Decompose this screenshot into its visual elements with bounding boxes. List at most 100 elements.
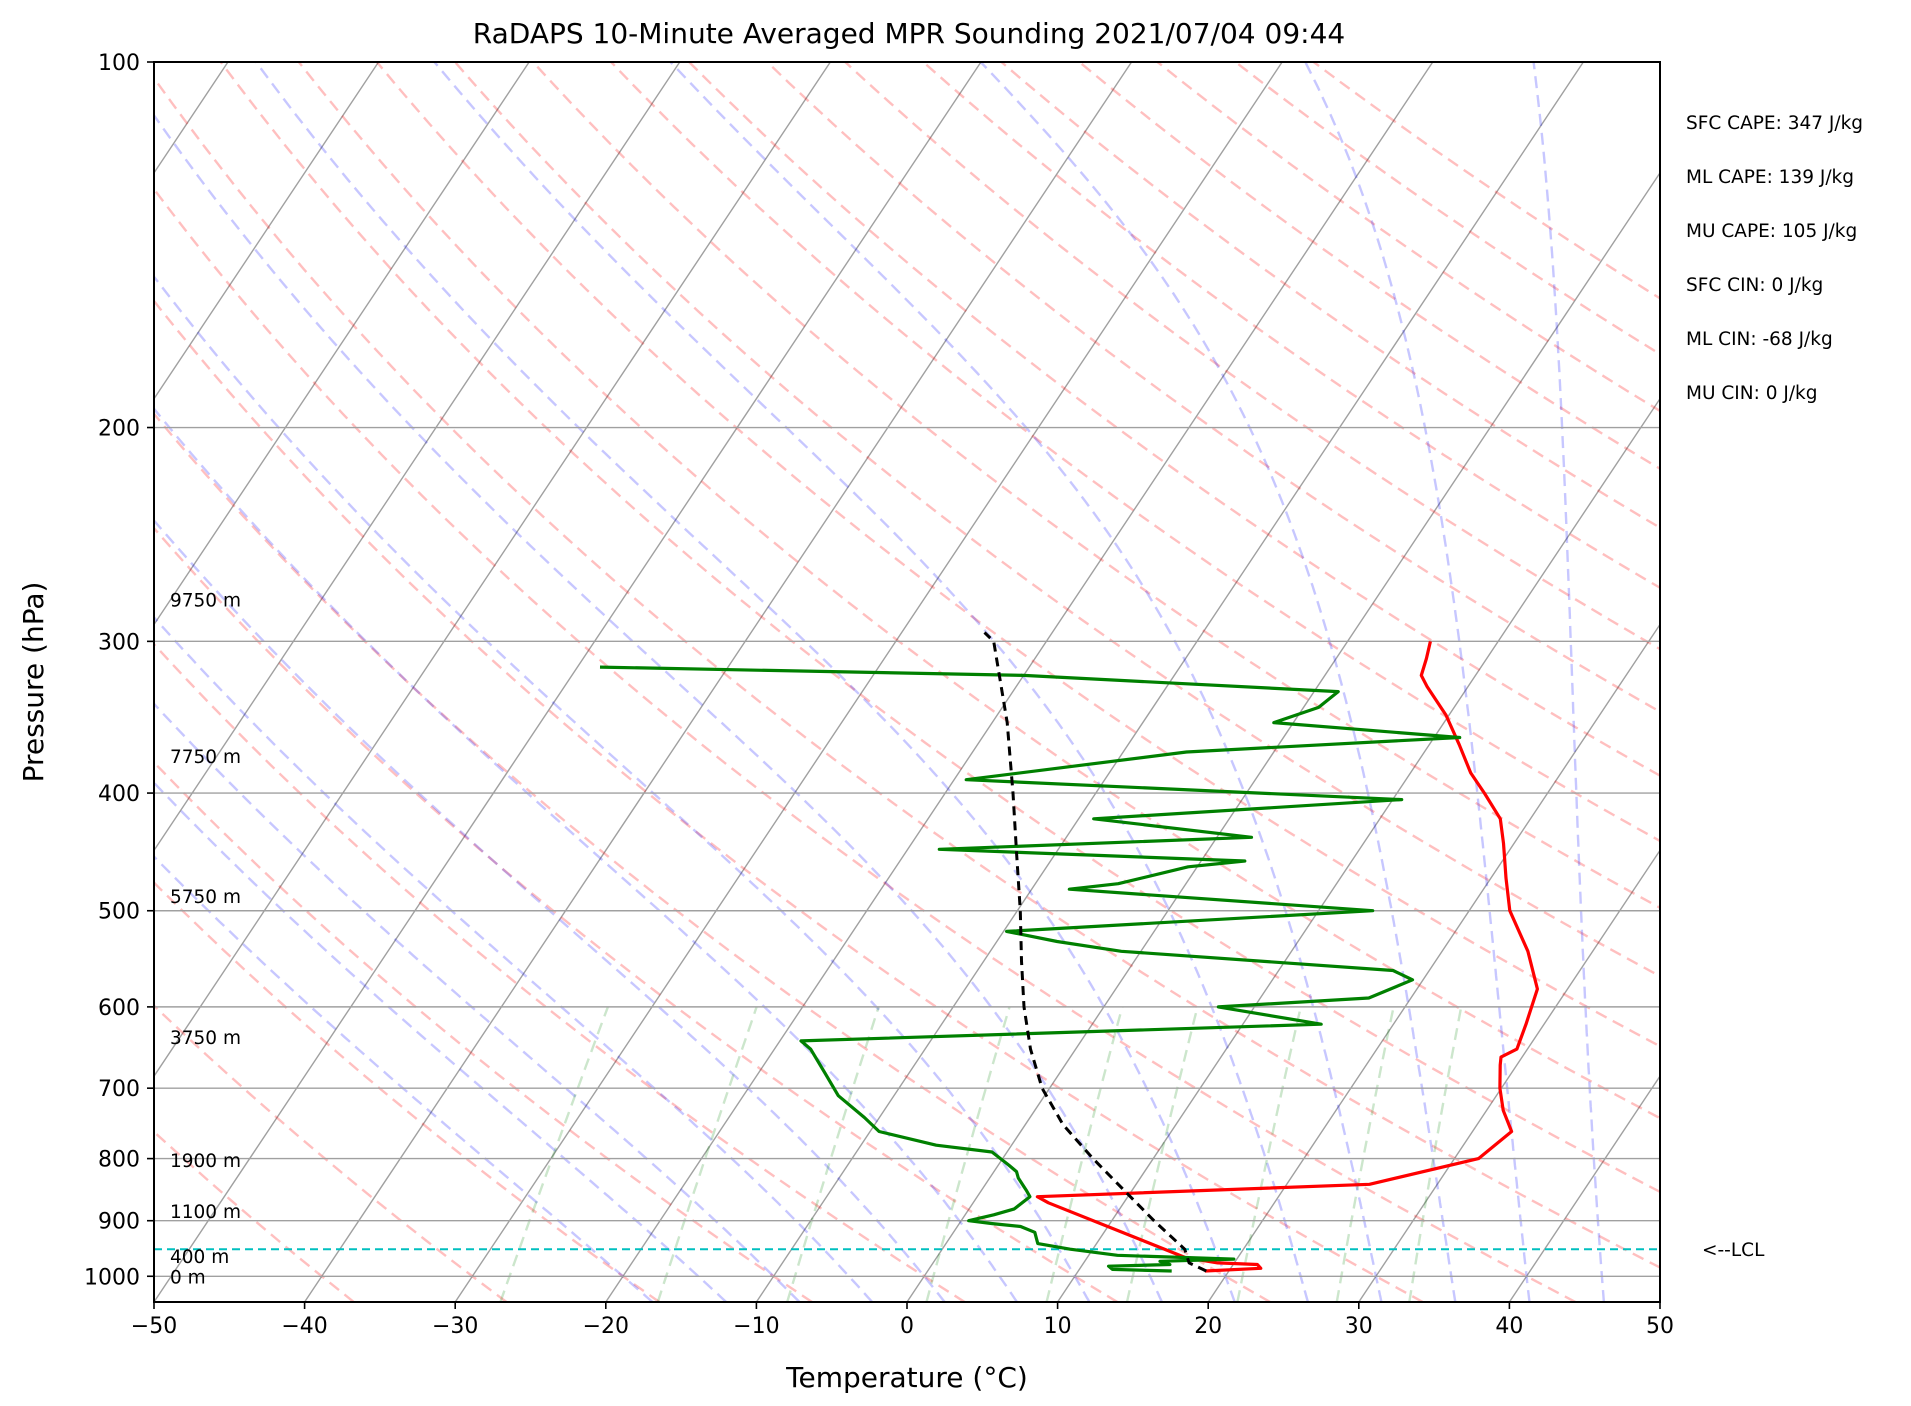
moist-adiabat-line [669, 62, 1383, 1302]
dry-adiabat-line [610, 62, 1660, 843]
dry-adiabat-line [154, 880, 660, 1302]
dry-adiabat-line [766, 62, 1660, 714]
y-tick-label: 600 [98, 996, 140, 1021]
background-lines [154, 62, 1911, 1302]
stat-label: MU CAPE: 105 J/kg [1686, 221, 1857, 242]
moist-adiabat-line [1532, 62, 1606, 1302]
lcl-label: <--LCL [1702, 1240, 1765, 1261]
x-tick-label: 0 [900, 1314, 914, 1339]
x-tick-label: −10 [733, 1314, 779, 1339]
y-tick-label: 700 [98, 1077, 140, 1102]
moist-adiabat-line [433, 62, 1310, 1302]
y-axis-ticks: 100 200 300 400 500 600 700 800 900 1000 [84, 51, 154, 1290]
mixing-ratio-line [786, 1006, 880, 1302]
isotherm-line [304, 62, 1133, 1302]
isotherm-line [906, 171, 1660, 1302]
dry-adiabat-line [154, 1130, 355, 1302]
stability-stats: SFC CAPE: 347 J/kg ML CAPE: 139 J/kg MU CA… [1686, 113, 1863, 404]
dry-adiabat-line [688, 62, 1660, 778]
stat-label: SFC CIN: 0 J/kg [1686, 275, 1823, 296]
moist-adiabat-line [979, 62, 1457, 1302]
x-axis-label: Temperature (°C) [785, 1361, 1028, 1394]
isotherm-line [1207, 623, 1660, 1302]
isotherm-line [1659, 1300, 1660, 1302]
isotherm-line [454, 62, 1283, 1302]
isobar-lines [154, 62, 1660, 1277]
y-tick-label: 800 [98, 1148, 140, 1173]
x-tick-label: −30 [432, 1314, 478, 1339]
isotherm-line [1057, 397, 1660, 1302]
isotherm-line [1508, 1074, 1660, 1302]
y-tick-label: 900 [98, 1210, 140, 1235]
dry-adiabat-line [219, 62, 1660, 1194]
moist-adiabat-line [154, 854, 654, 1302]
isotherm-line [154, 62, 681, 852]
dry-adiabat-line [1312, 62, 1660, 300]
moist-adiabat-line [154, 518, 946, 1302]
dry-adiabat-line [1156, 62, 1660, 413]
x-tick-label: −20 [583, 1314, 629, 1339]
mixing-ratio-line [1125, 1006, 1199, 1302]
dry-adiabat-line [154, 412, 1271, 1302]
x-tick-label: −40 [281, 1314, 327, 1339]
dry-adiabat-line [154, 1004, 508, 1302]
x-tick-label: −50 [131, 1314, 177, 1339]
stat-label: MU CIN: 0 J/kg [1686, 383, 1818, 404]
moist-adiabat-line [154, 781, 728, 1302]
moist-adiabat-line [154, 615, 874, 1302]
parcel-line [983, 631, 1207, 1273]
sounding-lines [599, 631, 1539, 1273]
moist-adiabat-line [255, 62, 1236, 1302]
temperature-line [1035, 641, 1539, 1273]
dry-adiabat-line [154, 642, 966, 1302]
x-tick-label: 30 [1345, 1314, 1373, 1339]
x-tick-label: 20 [1194, 1314, 1222, 1339]
isotherm-line [1811, 62, 1911, 1302]
moist-adiabat-line [154, 702, 801, 1302]
isotherm-line [605, 62, 1434, 1302]
stat-label: ML CIN: -68 J/kg [1686, 329, 1833, 350]
x-tick-label: 10 [1044, 1314, 1072, 1339]
dry-adiabat-line [154, 75, 1660, 1269]
height-label: 400 m [170, 1247, 229, 1268]
moist-adiabat-line [1304, 62, 1531, 1302]
chart-title: RaDAPS 10-Minute Averaged MPR Sounding 2… [473, 17, 1345, 50]
isotherm-line [154, 62, 380, 400]
isotherm-line [1358, 849, 1660, 1302]
dry-adiabat-line [154, 299, 1424, 1302]
height-label: 9750 m [170, 590, 241, 611]
isotherm-line [154, 62, 530, 626]
dry-adiabat-line [154, 526, 1119, 1302]
y-tick-label: 500 [98, 900, 140, 925]
y-tick-label: 300 [98, 630, 140, 655]
y-axis-label: Pressure (hPa) [17, 582, 50, 783]
stat-label: SFC CAPE: 347 J/kg [1686, 113, 1863, 134]
x-axis-ticks: −50 −40 −30 −20 −10 0 10 20 30 40 50 [131, 1302, 1674, 1339]
mixing-ratio-line [925, 1006, 1011, 1302]
dry-adiabat-line [297, 62, 1660, 1120]
height-label: 3750 m [170, 1028, 241, 1049]
mixing-ratio-line [1236, 1006, 1302, 1302]
y-tick-label: 200 [98, 417, 140, 442]
dewpoint-line [599, 665, 1462, 1273]
dry-adiabat-line [154, 187, 1577, 1302]
y-tick-label: 1000 [84, 1265, 140, 1290]
mixing-ratio-line [1408, 1006, 1463, 1302]
dry-adiabat-line [1234, 62, 1660, 356]
dry-adiabat-line [922, 62, 1660, 590]
y-tick-label: 400 [98, 782, 140, 807]
dry-adiabat-line [454, 62, 1660, 978]
plot-frame [153, 61, 1661, 1303]
height-label: 1100 m [170, 1202, 241, 1223]
height-labels: 9750 m 7750 m 5750 m 3750 m 1900 m 1100 m 400 … [170, 590, 241, 1288]
isotherm-line [154, 62, 831, 1078]
dry-adiabat-line [844, 62, 1660, 651]
mixing-ratio-line [1335, 1006, 1395, 1302]
moist-adiabat-line [154, 113, 1163, 1302]
stat-label: ML CAPE: 139 J/kg [1686, 167, 1854, 188]
height-label: 1900 m [170, 1151, 241, 1172]
moist-adiabat-line [154, 274, 1091, 1302]
mixing-ratio-line [1045, 1006, 1124, 1302]
x-tick-label: 40 [1495, 1314, 1523, 1339]
